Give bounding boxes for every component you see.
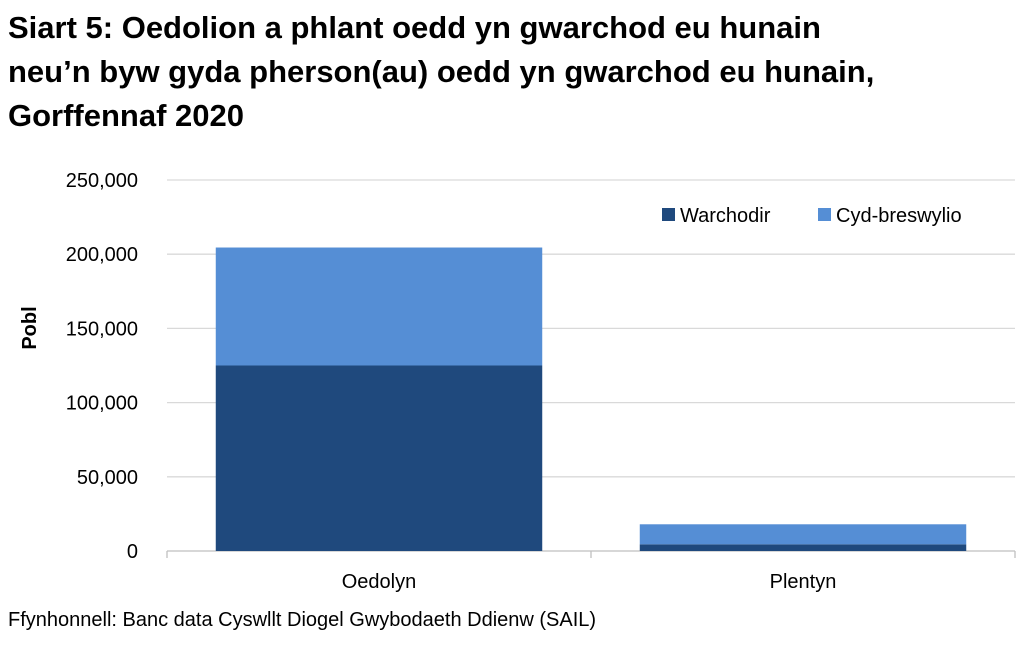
x-tick-label: Oedolyn (342, 571, 417, 593)
legend-swatch (818, 208, 831, 221)
y-tick-label: 150,000 (66, 318, 138, 340)
y-tick-label: 250,000 (66, 170, 138, 192)
bar-cyd-breswylio-plentyn (639, 524, 967, 545)
x-tick-label: Plentyn (770, 571, 837, 593)
bar-cyd-breswylio-oedolyn (215, 247, 543, 366)
chart-title-line-3: Gorffennaf 2020 (8, 98, 245, 133)
y-tick-label: 0 (127, 541, 138, 563)
source-note: Ffynhonnell: Banc data Cyswllt Diogel Gw… (8, 609, 597, 631)
chart-title-line-2: neu’n byw gyda pherson(au) oedd yn gwarc… (8, 54, 875, 89)
bar-warchodir-oedolyn (215, 365, 543, 551)
stacked-bar-chart: 0 50,000 100,000 150,000 200,000 250,000 Oedol… (19, 170, 1016, 593)
chart-title: Siart 5: Oedolion a phlant oedd yn gwarc… (8, 6, 1018, 138)
legend-swatch (662, 208, 675, 221)
bar-warchodir-plentyn (639, 544, 967, 551)
y-tick-label: 200,000 (66, 244, 138, 266)
y-tick-label: 50,000 (77, 467, 138, 489)
legend-label: Cyd-breswylio (836, 205, 962, 227)
y-tick-label: 100,000 (66, 393, 138, 415)
chart-title-line-1: Siart 5: Oedolion a phlant oedd yn gwarc… (8, 10, 821, 45)
legend-label: Warchodir (680, 205, 771, 227)
y-axis-label: Pobl (19, 306, 41, 349)
